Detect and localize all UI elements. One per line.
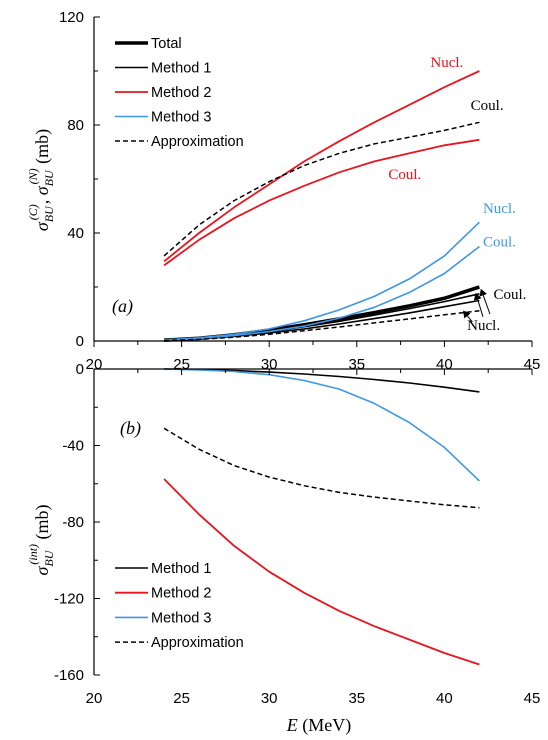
panel-a-series-total-line-0 (164, 285, 480, 342)
panel-a-ylabel-sup1: (C) (26, 204, 40, 220)
panel-b-series-method-3-line-2 (164, 368, 480, 482)
panel-a-series-method-3-line-6 (164, 245, 480, 341)
panel-b-y-tick-label: -120 (54, 591, 84, 608)
panel-b-y-tick-label: -80 (62, 514, 84, 531)
panel-a-y-tick-label: 0 (76, 333, 84, 350)
panel-b-tick-labels: -160 -120 -80 -40 0 20 25 30 35 40 45 (54, 361, 540, 707)
panel-b-x-tick-label: 30 (261, 690, 278, 707)
panel-b-x-tick-label: 40 (436, 690, 453, 707)
panel-b-x-tick-label: 45 (524, 690, 541, 707)
panel-b-series-method-1-line-0 (164, 368, 480, 393)
panel-a-ylabel-base: σ (32, 221, 52, 231)
panel-a-axes (93, 16, 533, 347)
panel-b-x-tick-label: 35 (348, 690, 365, 707)
panel-a-ylabel-sub1: BU (42, 205, 56, 222)
panel-a-legend-label-method-1: Method 1 (151, 61, 211, 77)
panel-a-legend-label-method-2: Method 2 (151, 85, 211, 101)
panel-a-annotation-arrow (479, 288, 491, 315)
panel-b-x-tick-label: 20 (86, 690, 103, 707)
panel-a-series-method-2-line-3 (163, 70, 480, 263)
panel-a-series-approximation-line-8 (164, 310, 480, 342)
panel-a-legend-label-method-3: Method 3 (151, 110, 211, 126)
panel-b-legend-label-method-3: Method 3 (151, 610, 211, 626)
panel-a-label: (a) (112, 296, 133, 317)
panel-a-series-method-2-line-4 (163, 138, 480, 267)
panel-a-annotation-nucl: Nucl. (430, 55, 463, 71)
panel-a-y-axis-label: σBU(C), σBU(N) (mb) (26, 129, 56, 231)
panel-a-annotation-nucl: Nucl. (483, 201, 516, 217)
panel-b-legend: Method 1 Method 2 Method 3 Approximation (115, 561, 244, 651)
panel-b-y-axis-label: σBU(int) (mb) (26, 504, 56, 575)
panel-a-legend-label-approximation: Approximation (151, 134, 244, 150)
panel-a-annotation-nucl: Nucl. (467, 318, 500, 334)
panel-a-annotations: Nucl. Coul. Coul. Nucl. Coul. Coul. Nucl. (388, 55, 526, 334)
panel-b-x-axis-label: E (MeV) (286, 715, 351, 736)
panel-a-annotation-coul: Coul. (471, 98, 504, 114)
panel-b-xlabel-unit: (MeV) (298, 715, 351, 736)
panel-a-legend: Total Method 1 Method 2 Method 3 Approximati… (115, 36, 244, 150)
panel-a-ylabel-sub2: BU (42, 169, 56, 186)
panel-b-series (163, 368, 480, 666)
panel-b-ylabel-unit: (mb) (32, 504, 53, 544)
panel-a-annotation-arrow (463, 310, 473, 323)
panel-a-ylabel-sup2: (N) (26, 168, 40, 184)
panel-b-ylabel-base: σ (32, 566, 52, 576)
panel-b-y-tick-label: -40 (62, 438, 84, 455)
panel-a-ylabel-base2: σ (32, 185, 52, 195)
panel-a-series-approximation-line-7 (163, 121, 480, 257)
panel-a-ylabel-unit: (mb) (32, 129, 53, 169)
panel-b-series-method-2-line-1 (163, 478, 480, 666)
panel-b-ylabel-sup1: (int) (26, 544, 40, 565)
panel-b-y-tick-label: -160 (54, 667, 84, 684)
panel-a-annotation-coul: Coul. (483, 235, 516, 251)
panel-b-axes (93, 368, 533, 676)
panel-b-y-tick-label: 0 (76, 361, 84, 378)
panel-b-legend-label-method-2: Method 2 (151, 586, 211, 602)
panel-b-xlabel-symbol: E (286, 715, 298, 735)
panel-a-annotation-coul: Coul. (493, 287, 526, 303)
panel-a-y-tick-label: 120 (59, 9, 84, 26)
panel-b-legend-label-approximation: Approximation (151, 635, 244, 651)
panel-a-annotation-arrow (473, 292, 484, 317)
panel-a-series (163, 70, 480, 342)
panel-a-y-tick-label: 40 (67, 225, 84, 242)
panel-b-series-approximation-line-3 (163, 427, 480, 509)
panel-b-x-tick-label: 25 (173, 690, 190, 707)
panel-b-ylabel-sub1: BU (42, 549, 56, 566)
panel-b-label: (b) (120, 418, 141, 439)
panel-a-legend-label-total: Total (151, 36, 182, 52)
panel-a-annotation-coul: Coul. (388, 167, 421, 183)
panel-a-y-tick-label: 80 (67, 117, 84, 134)
panel-a-series-method-3-line-5 (164, 221, 480, 341)
panel-a-ylabel-sep: , (32, 195, 52, 204)
panel-b-legend-label-method-1: Method 1 (151, 561, 211, 577)
